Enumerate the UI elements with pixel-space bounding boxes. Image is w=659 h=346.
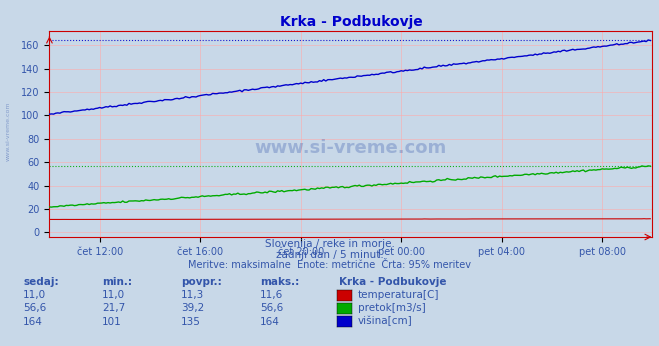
- Text: 39,2: 39,2: [181, 303, 204, 313]
- Text: 135: 135: [181, 317, 201, 327]
- Text: www.si-vreme.com: www.si-vreme.com: [5, 102, 11, 161]
- Text: 11,6: 11,6: [260, 290, 283, 300]
- Text: 101: 101: [102, 317, 122, 327]
- Text: Slovenija / reke in morje.: Slovenija / reke in morje.: [264, 239, 395, 249]
- Text: 56,6: 56,6: [260, 303, 283, 313]
- Text: pretok[m3/s]: pretok[m3/s]: [358, 303, 426, 313]
- Text: 164: 164: [260, 317, 280, 327]
- Text: min.:: min.:: [102, 277, 132, 288]
- Text: Krka - Podbukovje: Krka - Podbukovje: [339, 277, 447, 288]
- Text: 11,3: 11,3: [181, 290, 204, 300]
- Text: sedaj:: sedaj:: [23, 277, 59, 288]
- Text: povpr.:: povpr.:: [181, 277, 222, 288]
- Text: Meritve: maksimalne  Enote: metrične  Črta: 95% meritev: Meritve: maksimalne Enote: metrične Črta…: [188, 260, 471, 270]
- Text: www.si-vreme.com: www.si-vreme.com: [255, 139, 447, 157]
- Text: 164: 164: [23, 317, 43, 327]
- Text: zadnji dan / 5 minut.: zadnji dan / 5 minut.: [275, 250, 384, 260]
- Text: temperatura[C]: temperatura[C]: [358, 290, 440, 300]
- Text: 21,7: 21,7: [102, 303, 125, 313]
- Text: 11,0: 11,0: [23, 290, 46, 300]
- Text: maks.:: maks.:: [260, 277, 300, 288]
- Text: 11,0: 11,0: [102, 290, 125, 300]
- Text: višina[cm]: višina[cm]: [358, 316, 413, 327]
- Text: 56,6: 56,6: [23, 303, 46, 313]
- Title: Krka - Podbukovje: Krka - Podbukovje: [279, 15, 422, 29]
